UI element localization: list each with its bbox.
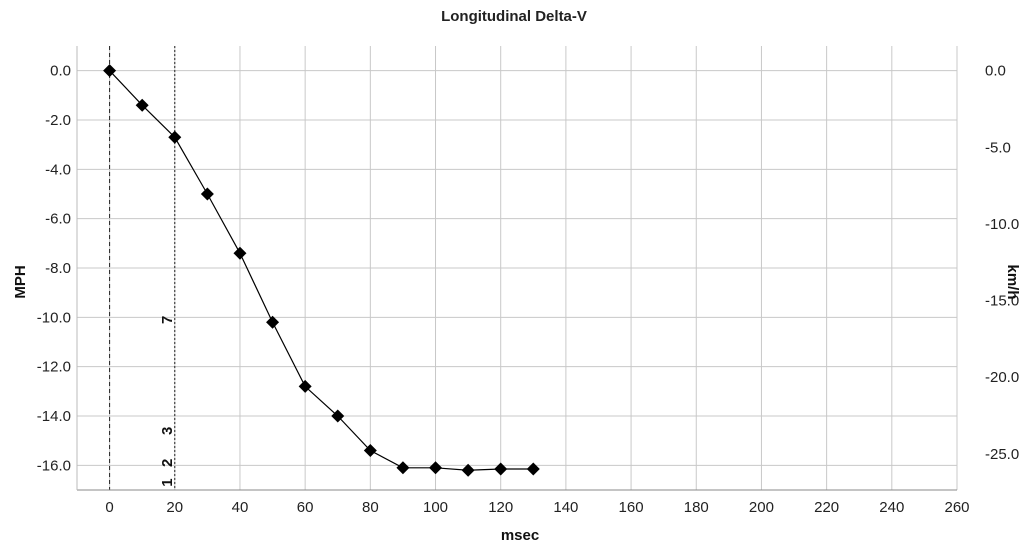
data-point [396, 461, 410, 475]
series-line [109, 70, 534, 471]
annotations: 1 2 3 7 [159, 316, 176, 487]
y2-tick-label: -5.0 [985, 139, 1011, 156]
x-tick-label: 40 [232, 499, 249, 516]
y-axis-label: MPH [12, 265, 29, 298]
axes: 0 20 40 60 80 100 120 140 160 180 200 220 240 260 0.0 -… [37, 46, 1019, 516]
x-tick-label: 60 [297, 499, 314, 516]
x-tick-label: 240 [879, 499, 904, 516]
data-point [200, 187, 214, 201]
y2-tick-label: -20.0 [985, 369, 1019, 386]
y-tick-label: -6.0 [45, 211, 71, 228]
data-point [168, 130, 182, 144]
x-tick-label: 160 [619, 499, 644, 516]
y-tick-label: -16.0 [37, 457, 71, 474]
data-point [266, 315, 280, 329]
x-tick-label: 180 [684, 499, 709, 516]
x-axis-label: msec [501, 527, 539, 544]
data-point [103, 64, 117, 78]
data-point [526, 462, 540, 476]
y-tick-label: -8.0 [45, 260, 71, 277]
data-point [461, 463, 475, 477]
x-tick-label: 220 [814, 499, 839, 516]
y-tick-label: -12.0 [37, 359, 71, 376]
y2-tick-label: 0.0 [985, 63, 1006, 80]
annotation-label: 1 [159, 478, 176, 486]
data-point [494, 462, 508, 476]
x-tick-label: 20 [166, 499, 183, 516]
annotation-label: 3 [159, 427, 176, 435]
data-series [103, 64, 540, 477]
data-point [135, 98, 149, 112]
vertical-markers [109, 46, 176, 490]
annotation-label: 7 [159, 316, 176, 324]
data-point [298, 379, 312, 393]
y-tick-label: -14.0 [37, 408, 71, 425]
y2-tick-label: -25.0 [985, 446, 1019, 463]
y-tick-label: -2.0 [45, 112, 71, 129]
data-point [233, 246, 247, 260]
x-tick-label: 0 [105, 499, 113, 516]
x-tick-label: 100 [423, 499, 448, 516]
y2-tick-label: -15.0 [985, 293, 1019, 310]
x-tick-label: 80 [362, 499, 379, 516]
data-point [331, 409, 345, 423]
annotation-label: 2 [159, 459, 176, 467]
x-tick-label: 260 [944, 499, 969, 516]
x-tick-label: 120 [488, 499, 513, 516]
data-point [363, 444, 377, 458]
y2-axis-label: km/h [1004, 264, 1021, 299]
x-tick-label: 140 [553, 499, 578, 516]
chart-title: Longitudinal Delta-V [441, 8, 587, 25]
y-tick-label: 0.0 [50, 63, 71, 80]
x-tick-label: 200 [749, 499, 774, 516]
grid-lines [77, 46, 958, 490]
y-tick-label: -4.0 [45, 161, 71, 178]
y2-tick-label: -10.0 [985, 216, 1019, 233]
y-tick-label: -10.0 [37, 309, 71, 326]
data-point [429, 461, 443, 475]
